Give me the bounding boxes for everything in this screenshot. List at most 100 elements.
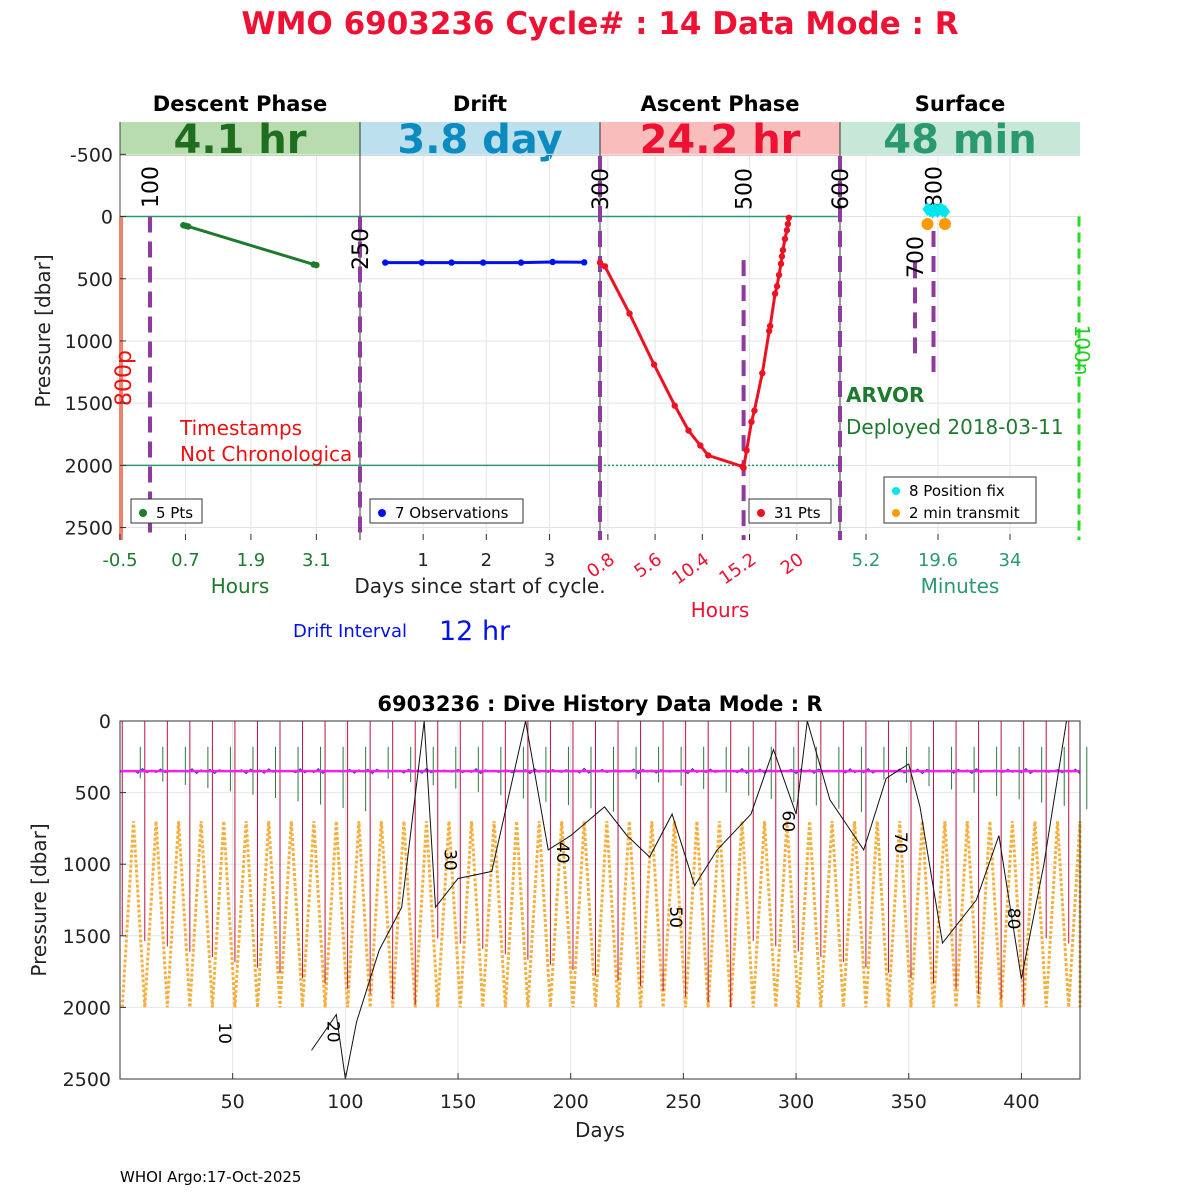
x-axis-label: Minutes bbox=[921, 574, 1000, 598]
footer-text: WHOI Argo:17-Oct-2025 bbox=[120, 1168, 301, 1186]
ascent-point bbox=[704, 452, 712, 459]
ascent-point bbox=[685, 427, 692, 434]
legend-marker bbox=[892, 487, 900, 495]
transmit-point bbox=[939, 218, 951, 231]
drift-interval-label: Drift Interval bbox=[293, 621, 407, 642]
legend-marker bbox=[757, 509, 765, 517]
drift-interval-value: 12 hr bbox=[439, 616, 511, 647]
x-tick-label: 3.1 bbox=[302, 550, 331, 571]
event-line-label: 700 bbox=[904, 236, 929, 278]
y-tick-label: 2500 bbox=[63, 1069, 111, 1091]
ascent-point bbox=[626, 310, 633, 317]
x-tick-label: 20 bbox=[777, 549, 808, 579]
event-line-label: 300 bbox=[589, 168, 614, 210]
profile-sawtooth bbox=[120, 821, 1082, 1008]
legend-label: 5 Pts bbox=[156, 504, 193, 522]
ascent-point bbox=[740, 464, 747, 472]
bottom-panel: 6903236 : Dive History Data Mode : R 10 20… bbox=[27, 692, 1088, 1142]
ascent-point bbox=[671, 402, 678, 409]
phase-title: Surface bbox=[915, 92, 1005, 116]
ascent-point bbox=[783, 227, 791, 234]
x-axis-label: Hours bbox=[211, 574, 270, 598]
y-axis-label: Pressure [dbar] bbox=[27, 823, 51, 976]
x-tick-label: 0.7 bbox=[171, 550, 200, 571]
drift-point bbox=[418, 259, 426, 266]
cycle-label: 20 bbox=[322, 1021, 342, 1043]
y-tick-label: 0 bbox=[101, 207, 113, 229]
drift-point bbox=[581, 259, 588, 266]
event-line-label: 800 bbox=[923, 166, 948, 208]
x-tick-label: 2 bbox=[481, 550, 492, 571]
legend-box bbox=[369, 498, 524, 524]
phase-band bbox=[360, 122, 600, 156]
y-tick-label: 2500 bbox=[65, 518, 113, 540]
y-tick-label: 1500 bbox=[65, 393, 113, 415]
x-tick-label: 5.6 bbox=[630, 549, 666, 583]
x-tick-label: 19.6 bbox=[918, 550, 958, 571]
x-tick-label: 15.2 bbox=[716, 549, 761, 589]
ascent-point bbox=[766, 322, 774, 330]
x-tick-label: 200 bbox=[553, 1091, 589, 1113]
legend-marker bbox=[378, 509, 386, 517]
ascent-point bbox=[596, 259, 604, 266]
ascent-point bbox=[748, 418, 755, 426]
x-tick-label: 250 bbox=[665, 1091, 701, 1113]
phase-band bbox=[840, 122, 1080, 156]
ascent-point bbox=[785, 214, 793, 221]
legend-label: 7 Observations bbox=[395, 504, 509, 522]
phase-duration: 3.8 day bbox=[397, 117, 562, 163]
legend-label: 8 Position fix bbox=[909, 482, 1005, 500]
event-line-label: 100 bbox=[139, 166, 164, 208]
cycle-label: 30 bbox=[440, 849, 460, 871]
cycle-label: 60 bbox=[778, 810, 798, 832]
legend-label: 2 min transmit bbox=[909, 504, 1020, 522]
ascent-point bbox=[697, 442, 704, 449]
float-type: ARVOR bbox=[846, 383, 924, 407]
x-axis-label: Hours bbox=[691, 598, 750, 622]
phase-title: Ascent Phase bbox=[641, 92, 800, 116]
x-tick-label: 150 bbox=[440, 1091, 476, 1113]
ascent-point bbox=[765, 327, 773, 335]
x-tick-label: 100 bbox=[327, 1091, 363, 1113]
x-tick-label: 1.9 bbox=[237, 550, 266, 571]
x-tick-label: 350 bbox=[891, 1091, 927, 1113]
ascent-point bbox=[784, 220, 792, 228]
drift-point bbox=[517, 259, 525, 266]
legend-marker bbox=[892, 509, 900, 517]
y-tick-label: 1000 bbox=[65, 331, 113, 353]
x-tick-label: -0.5 bbox=[102, 550, 137, 571]
trajectory-line bbox=[311, 720, 1067, 1080]
phase-band bbox=[120, 122, 360, 156]
phase-title: Descent Phase bbox=[153, 92, 327, 116]
ascent-point bbox=[743, 447, 750, 454]
y-tick-label: -500 bbox=[70, 144, 113, 166]
x-tick-label: 1 bbox=[417, 550, 428, 571]
x-axis-label: Days bbox=[575, 1118, 625, 1142]
ascent-point bbox=[759, 370, 766, 377]
y-tick-label: 0 bbox=[99, 711, 111, 733]
event-line-label: 250 bbox=[349, 228, 374, 270]
x-axis-label: Days since start of cycle. bbox=[354, 574, 605, 598]
left-marker-label: 800p bbox=[112, 350, 137, 406]
legend-marker bbox=[139, 509, 147, 517]
ascent-point bbox=[751, 407, 758, 414]
drift-point bbox=[549, 258, 556, 266]
ascent-point bbox=[781, 235, 789, 243]
phase-band bbox=[600, 122, 840, 156]
y-tick-label: 500 bbox=[75, 783, 111, 805]
descent-point bbox=[313, 261, 320, 269]
timestamp-note: Not Chronologica bbox=[180, 442, 352, 466]
figure-title: WMO 6903236 Cycle# : 14 Data Mode : R bbox=[241, 6, 958, 42]
plot-frame bbox=[119, 720, 1081, 1080]
ascent-point bbox=[601, 263, 609, 270]
phase-duration: 4.1 hr bbox=[174, 117, 307, 163]
transmit-point bbox=[921, 218, 934, 231]
y-tick-label: 500 bbox=[77, 269, 113, 291]
x-tick-label: 10.4 bbox=[668, 549, 713, 589]
ascent-point bbox=[775, 271, 783, 279]
y-tick-label: 1000 bbox=[63, 854, 111, 876]
cycle-label: 40 bbox=[552, 842, 572, 864]
cycle-label: 10 bbox=[214, 1022, 234, 1044]
cycle-label: 70 bbox=[890, 832, 910, 854]
